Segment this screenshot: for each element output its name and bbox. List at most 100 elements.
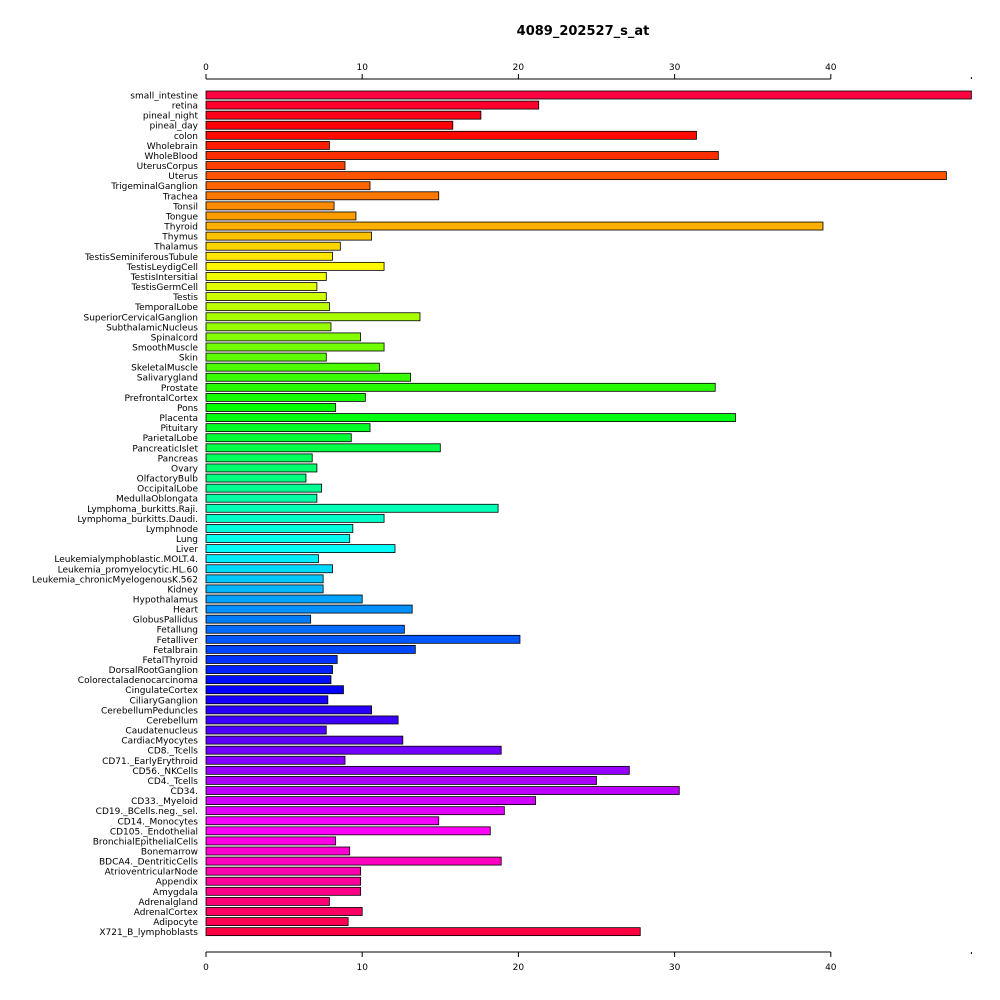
bar-CD56._NKCells [205, 765, 630, 775]
bar-CardiacMyocytes [205, 735, 404, 745]
bar-WholeBlood [205, 151, 719, 160]
bar-Kidney [205, 584, 324, 594]
category-label: CD8._Tcells [148, 747, 199, 757]
bar-OccipitalLobe [205, 483, 322, 493]
category-label: AdrenalCortex [134, 908, 199, 918]
bar-Pons [205, 403, 337, 412]
category-label: TrigeminalGanglion [110, 182, 198, 192]
category-label: Salivarygland [137, 374, 198, 384]
category-label: CardiacMyocytes [121, 737, 198, 747]
category-label: Tongue [165, 212, 199, 222]
bar-UterusCorpus [205, 161, 346, 170]
category-label: Prostate [161, 384, 199, 394]
bar-small_intestine [205, 90, 972, 100]
category-label: Skin [179, 354, 198, 364]
category-label: Liver [176, 545, 198, 555]
bar-SuperiorCervicalGanglion [205, 312, 421, 322]
bottom-x-tick-label: 0 [203, 963, 209, 973]
bar-Uterus [205, 171, 947, 181]
bar-Thalamus [205, 241, 341, 251]
bar-Amygdala [205, 886, 362, 896]
bar-colon [205, 130, 697, 140]
category-label: retina [172, 102, 198, 112]
bar-Thyroid [205, 221, 824, 231]
category-label: OccipitalLobe [137, 485, 198, 495]
category-label: Wholebrain [147, 142, 198, 152]
bar-Pituitary [205, 423, 371, 433]
top-x-tick-label: 10 [356, 63, 368, 73]
category-label: TemporalLobe [134, 303, 198, 313]
bar-PrefrontalCortex [205, 392, 366, 402]
bar-Ovary [205, 463, 318, 473]
category-label: Pituitary [160, 424, 198, 434]
category-label: Fetalbrain [153, 646, 198, 656]
category-label: ParietalLobe [143, 434, 199, 444]
category-label: CD71._EarlyErythroid [102, 757, 198, 767]
bar-AdrenalCortex [205, 907, 363, 916]
category-label: Testis [172, 293, 198, 303]
category-label: Caudatenucleus [125, 727, 198, 737]
category-label: AtrioventricularNode [105, 868, 199, 878]
category-label: CD105._Endothelial [110, 827, 198, 837]
bar-Fetalliver [205, 634, 521, 644]
bar-Liver [205, 544, 396, 553]
category-label: CD4._Tcells [148, 777, 199, 787]
bar-SkeletalMuscle [205, 362, 380, 372]
category-label: UterusCorpus [137, 162, 199, 172]
category-label: Trachea [162, 192, 198, 202]
category-label: Placenta [159, 414, 198, 424]
bar-BDCA4._DentriticCells [205, 856, 502, 866]
bar-Caudatenucleus [205, 725, 327, 735]
bar-Tonsil [205, 201, 335, 211]
bar-CD71._EarlyErythroid [205, 755, 346, 765]
category-label: BronchialEpithelialCells [93, 837, 199, 847]
category-label: Tonsil [172, 202, 198, 212]
bar-TrigeminalGanglion [205, 181, 371, 191]
bar-Trachea [205, 191, 440, 201]
top-x-tick-label: 20 [513, 63, 525, 73]
category-label: DorsalRootGanglion [109, 666, 198, 676]
bar-CD19._BCells.neg._sel. [205, 806, 505, 816]
category-label: SmoothMuscle [132, 344, 198, 354]
category-label: WholeBlood [144, 152, 198, 162]
category-label: Amygdala [153, 888, 198, 898]
bar-Leukemia_promyelocytic.HL.60 [205, 564, 333, 574]
category-label: CingulateCortex [125, 686, 198, 696]
category-label: TestisLeydigCell [126, 263, 198, 273]
bar-pineal_day [205, 120, 454, 130]
category-label: Thalamus [153, 243, 198, 253]
category-label: CerebellumPeduncles [101, 706, 198, 716]
category-label: Lymphnode [146, 525, 199, 535]
bar-Prostate [205, 382, 716, 392]
category-label: SuperiorCervicalGanglion [83, 313, 198, 323]
bar-CiliaryGanglion [205, 695, 329, 705]
bar-Fetalbrain [205, 645, 416, 654]
category-label: Uterus [168, 172, 198, 182]
bar-Testis [205, 292, 327, 302]
category-label: Kidney [167, 585, 198, 595]
category-label: CD14._Monocytes [117, 817, 198, 827]
bar-retina [205, 100, 540, 110]
bar-CD4._Tcells [205, 776, 597, 785]
bottom-x-tick-label: 40 [825, 963, 837, 973]
bar-series [205, 90, 972, 937]
category-label: PancreaticIslet [132, 444, 198, 454]
category-label: CD56._NKCells [132, 767, 198, 777]
bar-Cerebellum [205, 715, 399, 725]
category-label: Bonemarrow [141, 848, 198, 858]
category-label: PrefrontalCortex [125, 394, 199, 404]
category-label: X721_B_lymphoblasts [99, 928, 198, 938]
category-label: Pancreas [158, 454, 199, 464]
bar-Placenta [205, 413, 736, 422]
bar-Lymphoma_burkitts.Daudi. [205, 513, 385, 523]
category-labels: small_intestineretinapineal_nightpineal_… [32, 92, 199, 939]
bottom-x-tick-label: 30 [669, 963, 681, 973]
category-label: Colorectaladenocarcinoma [78, 676, 198, 686]
category-label: SkeletalMuscle [131, 364, 198, 374]
bar-OlfactoryBulb [205, 473, 307, 483]
bar-Adipocyte [205, 917, 349, 926]
bar-CerebellumPeduncles [205, 705, 372, 715]
bar-Lymphnode [205, 524, 354, 533]
bar-TestisLeydigCell [205, 261, 385, 271]
